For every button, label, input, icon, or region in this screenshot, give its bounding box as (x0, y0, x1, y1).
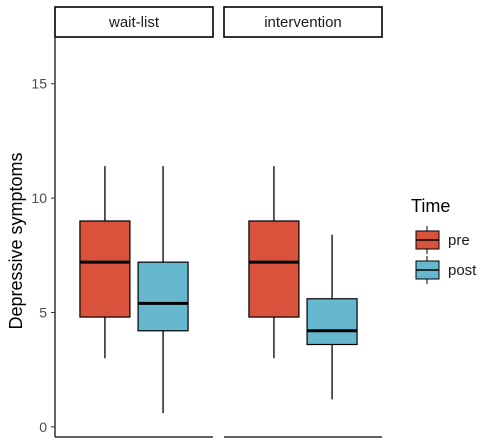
y-tick-label: 5 (39, 304, 47, 320)
strip-header (54, 6, 214, 38)
legend-label: pre (448, 232, 470, 249)
box-iqr (79, 220, 131, 318)
legend-key-pre (415, 226, 440, 254)
y-axis: 0 5 10 15 (31, 38, 56, 437)
y-tick-label: 15 (31, 76, 47, 92)
y-axis-label: Depressive symptoms (6, 152, 26, 329)
box-pre (248, 166, 300, 359)
box-iqr (248, 220, 300, 318)
panels-layer: wait-list intervention (54, 6, 383, 438)
box-post (306, 234, 358, 400)
strip-label: intervention (264, 14, 342, 31)
strip-label: wait-list (108, 14, 160, 31)
legend: Time pre post (411, 196, 477, 284)
box-post (137, 166, 189, 414)
panel: intervention (223, 6, 383, 438)
strip-header (223, 6, 383, 38)
legend-key-post (415, 256, 440, 284)
box-pre (79, 166, 131, 359)
y-tick-label: 10 (31, 190, 47, 206)
y-tick-label: 0 (39, 419, 47, 435)
panel: wait-list (54, 6, 214, 438)
box-iqr (137, 261, 189, 332)
legend-label: post (448, 262, 477, 279)
box-iqr (306, 298, 358, 346)
legend-title: Time (411, 196, 450, 216)
